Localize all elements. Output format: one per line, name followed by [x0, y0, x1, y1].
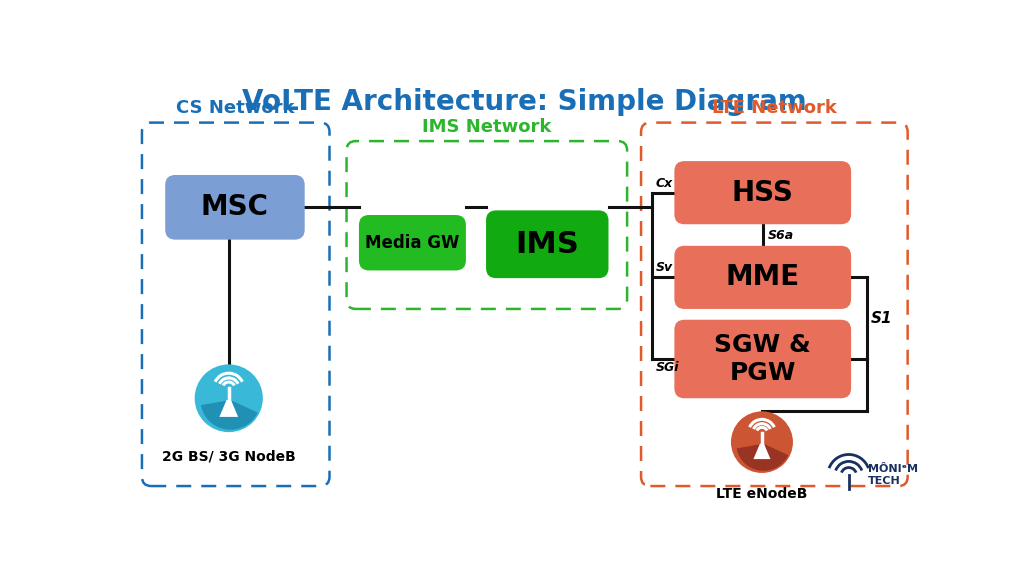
Text: Sv: Sv: [655, 261, 673, 274]
Polygon shape: [219, 400, 239, 417]
Text: HSS: HSS: [732, 179, 794, 207]
Text: MSC: MSC: [201, 193, 269, 221]
Text: TECH: TECH: [868, 477, 901, 486]
Text: SGi: SGi: [655, 361, 679, 373]
Text: MÔNIᵉM: MÔNIᵉM: [868, 464, 919, 474]
FancyBboxPatch shape: [675, 320, 851, 398]
Circle shape: [195, 364, 263, 432]
Text: SGW &
PGW: SGW & PGW: [715, 333, 811, 385]
FancyBboxPatch shape: [675, 161, 851, 224]
FancyBboxPatch shape: [359, 215, 466, 270]
Wedge shape: [736, 444, 788, 471]
FancyBboxPatch shape: [486, 210, 608, 278]
Text: Media GW: Media GW: [366, 234, 460, 252]
Text: IMS Network: IMS Network: [422, 118, 552, 135]
Text: S6a: S6a: [767, 229, 794, 241]
Circle shape: [731, 411, 793, 473]
FancyBboxPatch shape: [675, 246, 851, 309]
Text: CS Network: CS Network: [176, 99, 295, 117]
Text: LTE eNodeB: LTE eNodeB: [716, 487, 808, 501]
Wedge shape: [201, 400, 258, 430]
FancyBboxPatch shape: [165, 175, 305, 240]
Text: MME: MME: [726, 263, 800, 291]
Text: S1: S1: [871, 311, 893, 326]
Text: VoLTE Architecture: Simple Diagram: VoLTE Architecture: Simple Diagram: [243, 88, 807, 116]
Text: LTE Network: LTE Network: [712, 99, 837, 117]
Text: 2G BS/ 3G NodeB: 2G BS/ 3G NodeB: [162, 449, 296, 463]
Text: Cx: Cx: [655, 177, 673, 189]
Polygon shape: [754, 444, 770, 459]
Text: IMS: IMS: [515, 230, 580, 259]
